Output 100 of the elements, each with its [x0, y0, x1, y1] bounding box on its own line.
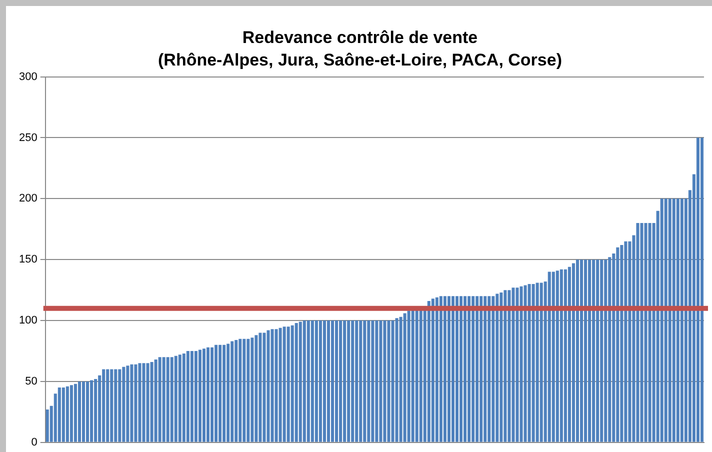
bar — [74, 384, 77, 442]
bar — [472, 296, 475, 442]
bar — [210, 347, 214, 442]
bar — [154, 360, 158, 442]
bar — [246, 338, 250, 442]
bar — [371, 320, 374, 442]
bar — [536, 282, 539, 442]
bar — [383, 320, 386, 442]
bar — [363, 320, 366, 442]
bar — [310, 320, 314, 442]
bar — [476, 296, 479, 442]
bar — [580, 260, 584, 442]
y-tick-label: 0 — [31, 436, 38, 448]
bar — [150, 362, 154, 442]
bar — [335, 320, 338, 442]
bar — [359, 320, 362, 442]
chart-subtitle: (Rhône-Alpes, Jura, Saône-et-Loire, PACA, Corse) — [158, 50, 562, 70]
bar — [331, 320, 334, 442]
bar — [500, 292, 503, 442]
bar — [572, 263, 575, 442]
bar — [624, 241, 628, 442]
bar — [588, 260, 592, 442]
bar — [238, 338, 242, 442]
bar — [322, 320, 326, 442]
bar — [451, 296, 454, 442]
bar — [214, 344, 218, 442]
bar — [306, 320, 310, 442]
bar — [270, 329, 274, 442]
bar — [254, 335, 258, 442]
bar — [162, 357, 166, 442]
bar — [484, 296, 487, 442]
bar — [367, 320, 370, 442]
bar — [480, 296, 483, 442]
bar — [355, 320, 358, 442]
bar — [314, 320, 318, 442]
bar — [206, 347, 210, 442]
bar — [290, 325, 294, 442]
bar — [351, 320, 354, 442]
bar — [700, 138, 704, 442]
bar — [70, 385, 73, 442]
bar — [146, 363, 150, 442]
bar — [134, 364, 138, 442]
bar — [443, 296, 446, 442]
bar — [262, 332, 266, 442]
bar — [178, 354, 182, 442]
bar — [644, 223, 648, 442]
bar — [431, 298, 434, 442]
bar — [616, 247, 620, 442]
bar — [496, 294, 499, 442]
bar — [170, 357, 174, 442]
bar — [548, 272, 551, 442]
bar — [391, 320, 394, 442]
bar — [142, 363, 146, 442]
bar — [166, 357, 170, 442]
bar — [298, 322, 302, 442]
y-tick-label: 250 — [18, 132, 38, 144]
bar — [343, 320, 346, 442]
bar — [138, 363, 142, 442]
bar — [556, 270, 559, 442]
bar — [660, 198, 664, 442]
bar — [447, 296, 450, 442]
y-tick-label: 200 — [18, 192, 38, 205]
bar — [194, 351, 198, 442]
bar — [508, 290, 511, 442]
bar — [294, 322, 298, 442]
bar — [403, 313, 406, 442]
bar — [600, 260, 604, 442]
bar — [258, 332, 262, 442]
bar — [668, 198, 672, 442]
bar — [78, 381, 81, 442]
y-tick-label: 50 — [25, 376, 38, 388]
bar — [584, 260, 588, 442]
bar — [680, 198, 684, 442]
bar — [198, 350, 202, 442]
bar — [190, 351, 194, 442]
bar — [302, 320, 306, 442]
bar — [318, 320, 322, 442]
bar — [564, 269, 567, 442]
bar — [130, 364, 134, 442]
bar — [387, 320, 390, 442]
bar — [664, 198, 668, 442]
bar — [524, 285, 527, 442]
bar — [540, 282, 543, 442]
bar — [182, 353, 186, 442]
bar — [407, 310, 410, 442]
bar — [66, 386, 69, 442]
bar — [230, 341, 234, 442]
bar — [568, 266, 571, 442]
bar — [620, 244, 624, 442]
bar — [274, 329, 278, 442]
bar — [58, 388, 61, 442]
bar — [126, 366, 130, 442]
bar — [226, 344, 230, 442]
bar — [456, 296, 459, 442]
bar — [608, 257, 612, 442]
bar — [640, 223, 644, 442]
bar — [250, 338, 254, 442]
bar — [347, 320, 350, 442]
bar — [110, 369, 114, 442]
bar — [676, 198, 680, 442]
